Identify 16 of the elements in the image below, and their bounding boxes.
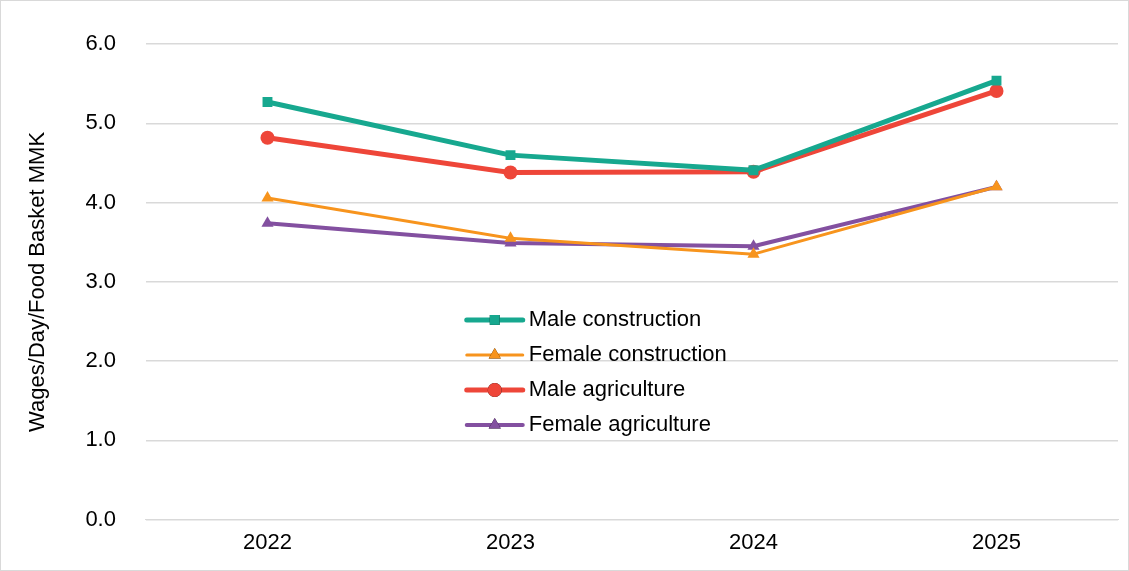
- y-tick-label: 6.0: [85, 30, 116, 56]
- x-tick-label: 2025: [972, 528, 1021, 554]
- y-tick-label: 1.0: [85, 426, 116, 452]
- legend-label: Female construction: [528, 340, 727, 366]
- y-tick-label: 4.0: [85, 188, 116, 214]
- legend-label: Male construction: [528, 305, 702, 331]
- x-tick-label: 2023: [486, 528, 535, 554]
- y-tick-label: 3.0: [85, 267, 116, 293]
- legend-label: Female agriculture: [528, 410, 711, 436]
- y-tick-label: 0.0: [85, 505, 116, 531]
- y-axis-title: Wages/Day/Food Basket MMK: [24, 131, 50, 432]
- x-tick-label: 2024: [729, 528, 778, 554]
- x-tick-label: 2022: [243, 528, 292, 554]
- y-tick-label: 5.0: [85, 109, 116, 135]
- legend-label: Male agriculture: [528, 375, 686, 401]
- y-tick-label: 2.0: [85, 347, 116, 373]
